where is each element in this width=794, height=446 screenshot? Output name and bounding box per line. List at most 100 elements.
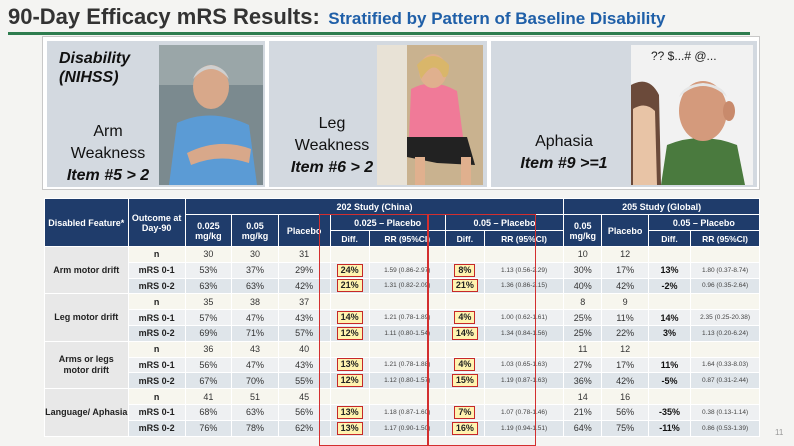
table-body: Arm motor drift n 30 30 31 10 12 mRS 0-1 53% 37% 2…	[44, 245, 760, 437]
rr-ci-cell: 1.12 (0.80-1.57)	[368, 372, 446, 390]
diff-cell: -35%	[647, 403, 692, 421]
header-202-cmp025-rr: RR (95%CI)	[368, 230, 446, 247]
disabled-feature-cell: Leg motor drift	[44, 293, 129, 342]
diff-cell	[329, 246, 370, 263]
highlighted-diff: 8%	[454, 263, 476, 277]
diff-cell	[444, 340, 485, 358]
value-cell: 68%	[184, 403, 233, 421]
value-cell: 10	[563, 246, 603, 263]
arm-caption-line1: Arm	[93, 123, 123, 140]
value-cell: 56%	[184, 356, 233, 374]
rr-ci-cell	[368, 388, 446, 405]
highlighted-diff: 14%	[336, 311, 363, 325]
value-cell: 64%	[563, 419, 603, 437]
value-cell: 45	[277, 388, 331, 405]
value-cell: 29%	[277, 261, 331, 279]
diff-cell	[444, 388, 485, 405]
highlighted-diff: 24%	[336, 263, 363, 277]
rr-ci-cell: 1.13 (0.56-2.29)	[483, 261, 565, 279]
aphasia-photo: ?? $...# @...	[631, 45, 753, 185]
diff-cell: 13%	[329, 419, 370, 437]
header-205-cmp-05: 0.05 – Placebo	[647, 214, 761, 231]
value-cell: 27%	[563, 356, 603, 374]
value-cell: 63%	[184, 277, 233, 295]
value-cell: 36	[184, 340, 233, 358]
diff-cell: -2%	[647, 277, 692, 295]
diff-cell: 4%	[444, 309, 485, 326]
diff-cell: 21%	[329, 277, 370, 295]
header-202-cmp-025: 0.025 – Placebo	[329, 214, 446, 231]
diff-cell: 14%	[329, 309, 370, 326]
value-cell: 14	[563, 388, 603, 405]
title-underline	[8, 32, 750, 35]
diff-cell: 8%	[444, 261, 485, 279]
value-cell: 78%	[231, 419, 279, 437]
value-cell: 43	[231, 340, 279, 358]
table-row: mRS 0-1 57% 47% 43% 14% 1.21 (0.78-1.89) 4% 1.0…	[45, 309, 760, 326]
value-cell: 9	[601, 293, 649, 311]
aphasia-panel: Aphasia Item #9 >=1 ?? $...# @...	[491, 41, 757, 187]
header-202-dose-025: 0.025 mg/kg	[184, 214, 233, 247]
rr-ci-cell	[483, 246, 565, 263]
rr-ci-cell: 1.19 (0.87-1.63)	[483, 372, 565, 390]
header-202-cmp-05: 0.05 – Placebo	[444, 214, 565, 231]
value-cell: 42%	[277, 277, 331, 295]
outcome-cell: mRS 0-1	[127, 356, 186, 374]
value-cell: 47%	[231, 356, 279, 374]
diff-cell: 21%	[444, 277, 485, 295]
outcome-cell: mRS 0-2	[127, 372, 186, 390]
title-subtitle: Stratified by Pattern of Baseline Disabi…	[328, 9, 666, 28]
value-cell: 57%	[277, 324, 331, 342]
highlighted-diff: 12%	[336, 326, 363, 340]
highlighted-diff: 12%	[336, 374, 363, 388]
rr-ci-cell	[368, 246, 446, 263]
highlighted-diff: 14%	[451, 326, 478, 340]
header-disabled-feature: Disabled Feature*	[44, 198, 129, 247]
value-cell: 67%	[184, 372, 233, 390]
highlighted-diff: 13%	[336, 405, 363, 419]
outcome-cell: n	[127, 340, 186, 358]
arm-weakness-photo	[159, 45, 263, 185]
value-cell: 11%	[601, 309, 649, 326]
rr-ci-cell: 1.34 (0.84-1.56)	[483, 324, 565, 342]
header-205-dose-05: 0.05 mg/kg	[563, 214, 603, 247]
diff-cell: 13%	[329, 403, 370, 421]
value-cell: 70%	[231, 372, 279, 390]
diff-cell: 13%	[329, 356, 370, 374]
header-202-dose-05: 0.05 mg/kg	[231, 214, 279, 247]
value-cell: 63%	[231, 277, 279, 295]
outcome-cell: n	[127, 293, 186, 311]
value-cell: 43%	[277, 309, 331, 326]
rr-ci-cell: 1.80 (0.37-8.74)	[690, 261, 760, 279]
outcome-cell: n	[127, 388, 186, 405]
rr-ci-cell: 1.21 (0.78-1.89)	[368, 309, 446, 326]
aphasia-speech-bubble: ?? $...# @...	[651, 49, 717, 63]
diff-cell: 12%	[329, 324, 370, 342]
value-cell: 57%	[184, 309, 233, 326]
rr-ci-cell: 0.87 (0.31-2.44)	[690, 372, 760, 390]
table-row: mRS 0-2 63% 63% 42% 21% 1.31 (0.82-2.09) 21% 1.…	[45, 277, 760, 295]
aphasia-caption-line1: Aphasia	[535, 133, 593, 150]
outcome-cell: mRS 0-1	[127, 309, 186, 326]
header-study-202: 202 Study (China)	[184, 198, 565, 215]
diff-cell: 11%	[647, 356, 692, 374]
rr-ci-cell: 1.03 (0.65-1.63)	[483, 356, 565, 374]
value-cell: 25%	[563, 324, 603, 342]
table-row: mRS 0-1 53% 37% 29% 24% 1.59 (0.86-2.97) 8% 1.1…	[45, 261, 760, 279]
aphasia-item-label: Item #9 >=1	[520, 155, 608, 172]
disability-label: Disability (NIHSS)	[59, 49, 130, 87]
value-cell: 40	[277, 340, 331, 358]
rr-ci-cell: 1.18 (0.87-1.60)	[368, 403, 446, 421]
rr-ci-cell: 1.11 (0.80-1.54)	[368, 324, 446, 342]
table-row: mRS 0-2 69% 71% 57% 12% 1.11 (0.80-1.54) 14% 1.…	[45, 324, 760, 342]
header-202-cmp05-diff: Diff.	[444, 230, 485, 247]
rr-ci-cell	[483, 340, 565, 358]
arm-caption-line2: Weakness	[70, 145, 146, 162]
highlighted-diff: 7%	[454, 405, 476, 419]
aphasia-caption: Aphasia Item #9 >=1	[509, 131, 619, 175]
diff-cell: 7%	[444, 403, 485, 421]
value-cell: 12	[601, 340, 649, 358]
value-cell: 63%	[231, 403, 279, 421]
slide-title: 90-Day Efficacy mRS Results: Stratified …	[8, 4, 666, 34]
value-cell: 31	[277, 246, 331, 263]
